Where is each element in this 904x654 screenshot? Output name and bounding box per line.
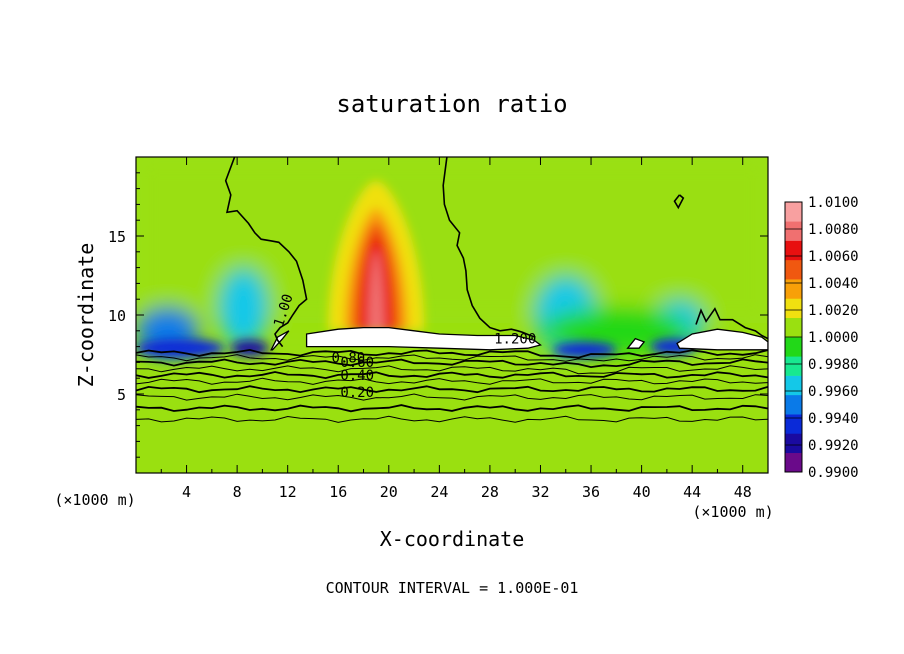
chart-title: saturation ratio <box>336 90 567 118</box>
contour-line-3 <box>136 365 768 375</box>
contour-1-00-1 <box>442 157 536 338</box>
colorbar-swatch-8 <box>785 298 802 319</box>
x-tick-label-4: 4 <box>182 483 191 501</box>
x-tick-label-12: 12 <box>279 483 297 501</box>
contour-label-1: 1.200 <box>494 331 536 347</box>
x-axis-unit-right: (×1000 m) <box>692 503 773 521</box>
contour-lines <box>136 157 768 423</box>
contour-interval-note: CONTOUR INTERVAL = 1.000E-01 <box>326 579 579 597</box>
colorbar-label-1: 1.0080 <box>808 222 859 238</box>
contour-line-6 <box>136 385 768 394</box>
colorbar-swatch-12 <box>785 221 802 241</box>
colorbar-swatch-11 <box>785 240 802 261</box>
colorbar-label-8: 0.9940 <box>808 411 859 427</box>
x-axis-unit-left: (×1000 m) <box>54 491 135 509</box>
colorbar-swatch-3 <box>785 394 802 415</box>
cloud-regions <box>270 326 768 351</box>
cloud-region-3 <box>626 337 646 349</box>
contour-label-3: 0.60 <box>340 355 374 371</box>
colorbar-label-5: 1.0000 <box>808 330 859 346</box>
colorbar-swatch-2 <box>785 414 802 434</box>
contour-line-1 <box>136 354 768 362</box>
contour-line-0 <box>136 348 768 359</box>
contour-1-00-2 <box>673 194 685 210</box>
cloud-region-1 <box>676 328 768 351</box>
x-tick-label-24: 24 <box>430 483 448 501</box>
colorbar-swatch-5 <box>785 356 802 376</box>
x-axis-label: X-coordinate <box>380 527 525 551</box>
x-tick-label-28: 28 <box>481 483 499 501</box>
field-blob-3 <box>218 267 269 347</box>
colorbar-label-6: 0.9980 <box>808 357 859 373</box>
contour-line-8 <box>136 404 768 413</box>
field-blob-7 <box>136 338 225 358</box>
contour-label-2: 0.80 <box>331 350 365 366</box>
colorbar-label-9: 0.9920 <box>808 438 859 454</box>
contour-1-00-0 <box>224 157 308 348</box>
colorbar-swatch-6 <box>785 337 802 357</box>
cloud-region-0 <box>305 326 542 351</box>
colorbar-swatch-7 <box>785 317 802 338</box>
x-tick-label-8: 8 <box>233 483 242 501</box>
contour-label-4: 0.40 <box>340 368 374 384</box>
x-tick-label-32: 32 <box>531 483 549 501</box>
detail-field-layer <box>136 180 696 358</box>
colorbar-swatch-4 <box>785 375 802 396</box>
colorbar-label-0: 1.0100 <box>808 195 859 211</box>
colorbar-label-4: 1.0020 <box>808 303 859 319</box>
contour-label-5: 0.20 <box>340 385 374 401</box>
colorbar-label-10: 0.9900 <box>808 465 859 481</box>
y-tick-label-10: 10 <box>108 307 126 325</box>
colorbar-swatch-0 <box>785 452 802 473</box>
x-tick-label-40: 40 <box>633 483 651 501</box>
x-axis: 4 8 12 16 20 24 28 32 36 40 44 48 <box>160 157 752 501</box>
x-tick-label-20: 20 <box>380 483 398 501</box>
x-tick-label-36: 36 <box>582 483 600 501</box>
x-tick-label-16: 16 <box>329 483 347 501</box>
contour-line-4 <box>136 371 768 380</box>
y-axis: 5 10 15 <box>108 172 768 458</box>
contour-1-00-3 <box>695 307 768 340</box>
contour-line-2 <box>136 358 768 369</box>
colorbar-swatch-10 <box>785 259 802 280</box>
contour-line-9 <box>136 415 768 423</box>
y-tick-label-15: 15 <box>108 228 126 246</box>
colorbar-swatch-1 <box>785 433 802 454</box>
x-tick-label-48: 48 <box>734 483 752 501</box>
contour-line-7 <box>136 393 768 401</box>
colorbar-swatch-9 <box>785 279 802 299</box>
colorbar-label-2: 1.0060 <box>808 249 859 265</box>
colorbar-swatch-13 <box>785 202 802 222</box>
colorbar: 1.0100 1.0080 1.0060 1.0040 1.0020 1.0000 0.99… <box>784 195 859 481</box>
y-axis-label: Z-coordinate <box>74 243 98 388</box>
y-tick-label-5: 5 <box>117 386 126 404</box>
contour-line-5 <box>136 377 768 385</box>
colorbar-label-3: 1.0040 <box>808 276 859 292</box>
plume-layer-5 <box>368 249 385 331</box>
x-tick-label-44: 44 <box>683 483 701 501</box>
colorbar-label-7: 0.9960 <box>808 384 859 400</box>
